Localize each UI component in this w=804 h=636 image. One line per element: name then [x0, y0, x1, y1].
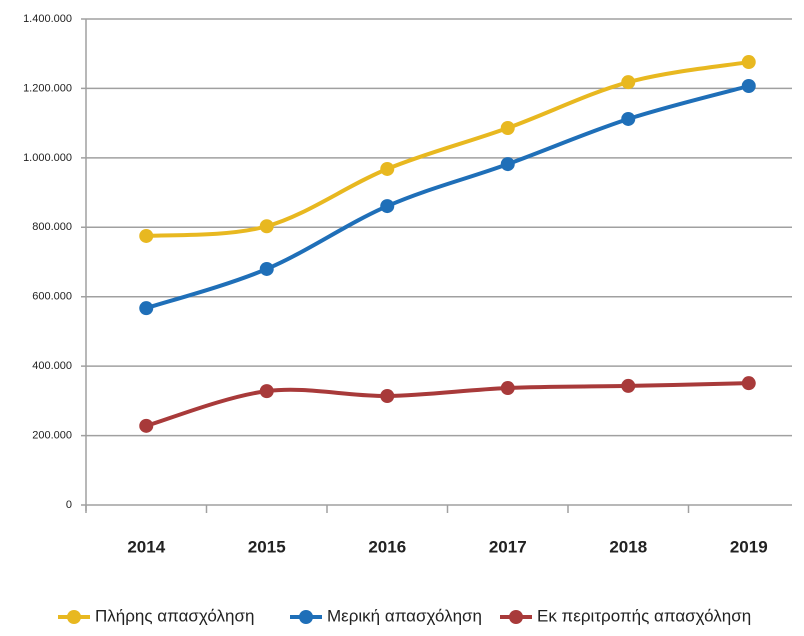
- point: [500, 121, 515, 136]
- x-tick-label: 2018: [609, 537, 647, 556]
- legend-label: Πλήρης απασχόληση: [95, 606, 254, 625]
- y-tick-label: 1.400.000: [23, 13, 72, 25]
- x-tick-label: 2019: [730, 537, 768, 556]
- point: [380, 388, 395, 403]
- y-tick-label: 800.000: [32, 221, 72, 233]
- series-line: [145, 84, 750, 311]
- point: [621, 75, 636, 90]
- point: [259, 219, 274, 234]
- point: [741, 78, 756, 93]
- point: [621, 111, 636, 126]
- legend-marker: [67, 610, 81, 624]
- x-tick-label: 2014: [127, 537, 165, 556]
- point: [259, 261, 274, 276]
- legend-label: Εκ περιτροπής απασχόληση: [537, 606, 751, 625]
- point: [741, 376, 756, 391]
- point: [741, 55, 756, 70]
- point: [139, 418, 154, 433]
- point: [621, 378, 636, 393]
- y-tick-label: 1.200.000: [23, 82, 72, 94]
- point: [380, 199, 395, 214]
- x-tick-label: 2016: [368, 537, 406, 556]
- point: [500, 381, 515, 396]
- point: [139, 228, 154, 243]
- point: [500, 157, 515, 172]
- x-tick-label: 2015: [248, 537, 286, 556]
- x-tick-label: 2017: [489, 537, 527, 556]
- legend-marker: [299, 610, 313, 624]
- y-tick-label: 600.000: [32, 291, 72, 303]
- y-tick-label: 1.000.000: [23, 152, 72, 164]
- legend-marker: [509, 610, 523, 624]
- series-line: [145, 381, 749, 428]
- y-tick-label: 200.000: [32, 429, 72, 441]
- y-tick-label: 400.000: [32, 360, 72, 372]
- legend-label: Μερική απασχόληση: [327, 606, 482, 625]
- point: [259, 384, 274, 399]
- point: [139, 301, 154, 316]
- series-line: [146, 60, 750, 238]
- point: [380, 161, 395, 176]
- y-tick-label: 0: [66, 499, 72, 511]
